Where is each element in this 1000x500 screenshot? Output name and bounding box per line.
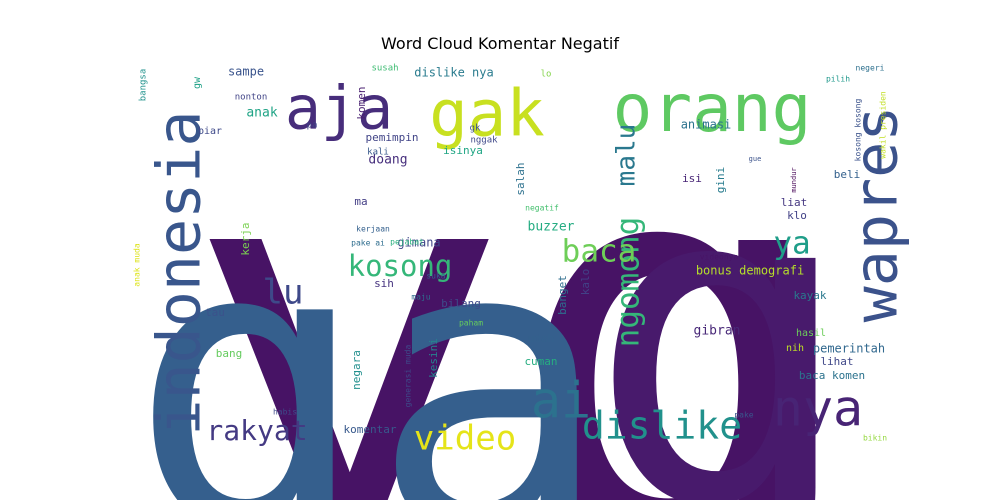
word-kesini: kesini [427, 338, 440, 378]
word-nih: nih [786, 343, 804, 354]
word-cuman: cuman [524, 355, 557, 368]
word-anak: anak [246, 106, 277, 121]
word-nggak: nggak [470, 136, 498, 146]
word-wapres: wapres [842, 106, 912, 323]
word-aja: aja [285, 74, 393, 144]
word-kerjaan: kerjaan [356, 225, 390, 234]
word-nya: nya [773, 380, 863, 438]
word-bonus-demografi: bonus demografi [696, 264, 804, 278]
word-ai: ai [531, 372, 591, 430]
word-pilih: pilih [826, 75, 850, 84]
word-negatif: negatif [525, 204, 559, 213]
word-paham: paham [459, 319, 483, 328]
word-isi: isi [682, 172, 702, 185]
word-gimana: gimana [397, 236, 440, 250]
word-habis: habis [273, 408, 297, 417]
word-gk: gk [470, 124, 481, 134]
word-bang: bang [216, 347, 243, 360]
word-ngomong: ngomong [611, 217, 647, 348]
word-g: g [587, 86, 858, 500]
word-pa: pa [307, 121, 318, 131]
word-anak-muda: anak muda [133, 243, 142, 287]
word-kali: kali [367, 148, 389, 158]
word-negara: negara [350, 350, 363, 390]
word-ga: ga [129, 157, 611, 500]
word-maju: maju [411, 293, 430, 302]
word-animasi: animasi [681, 118, 732, 132]
word-komentar: komentar [344, 423, 397, 436]
chart-title: Word Cloud Komentar Negatif [381, 34, 619, 53]
word-lu: lu [263, 273, 304, 313]
word-negeri: negeri [856, 64, 885, 73]
word-rakyat: rakyat [206, 414, 307, 447]
word-pemerintah: pemerintah [813, 342, 885, 356]
word-dislike: dislike [582, 404, 742, 448]
word-salah: salah [514, 162, 527, 195]
word-lihat: lihat [820, 355, 853, 368]
word-gini: gini [714, 167, 727, 194]
word-doang: doang [368, 153, 407, 168]
word-pake-ai: pake ai [351, 239, 385, 248]
word-beli: beli [834, 168, 861, 181]
word-orang: orang [613, 70, 812, 147]
word-sampe: sampe [228, 65, 264, 79]
word-pake: pake [734, 411, 753, 420]
word-bikin: bikin [863, 434, 887, 443]
word-gak: gak [429, 78, 545, 152]
word-susah: susah [371, 64, 398, 74]
word-indonesia: indonesia [145, 110, 215, 435]
word-yg: yg [182, 31, 838, 500]
word-baca: baca [562, 234, 637, 270]
word-lo: lo [541, 70, 552, 80]
word-bangsa: bangsa [139, 69, 149, 102]
word-sih: sih [374, 277, 394, 290]
word-nonton: nonton [235, 93, 268, 103]
word-suka: suka [426, 272, 445, 281]
word-baca-komen: baca komen [799, 369, 865, 382]
word-pemimpin: pemimpin [366, 131, 419, 144]
word-mundur: mundur [790, 167, 798, 192]
word-udah: udah [528, 332, 555, 345]
word-klo: klo [787, 209, 807, 222]
word-buzzer: buzzer [528, 220, 575, 235]
word-pejabat: pejabat [390, 238, 424, 247]
word-generasi-muda: generasi muda [404, 345, 413, 408]
word-kalo: kalo [579, 269, 592, 296]
word-hasil: hasil [796, 328, 826, 339]
word-bilang: bilang [441, 297, 481, 310]
word-biar: biar [198, 126, 222, 137]
word-tau: tau [205, 306, 225, 319]
word-kosong: kosong [348, 249, 453, 283]
word-isinya: isinya [443, 144, 483, 157]
word-ya: ya [773, 226, 810, 262]
word-komen: komen [355, 86, 368, 119]
word-liat: liat [781, 196, 808, 209]
word-wakil-presiden: wakil presiden [879, 91, 888, 159]
word-gibran: gibran [694, 324, 741, 339]
word-gw: gw [192, 76, 203, 89]
word-malu: malu [612, 124, 642, 187]
word-video: video [414, 419, 516, 459]
word-ma: ma [354, 195, 367, 208]
word-gue: gue [749, 155, 762, 163]
word-dislike-nya: dislike nya [414, 66, 493, 80]
word-videonya: videonya [700, 253, 739, 262]
word-kosong-kosong: kosong kosong [854, 99, 863, 162]
word-banget: banget [556, 275, 569, 315]
word-kayak: kayak [793, 289, 826, 302]
word-kerja: kerja [239, 222, 252, 255]
